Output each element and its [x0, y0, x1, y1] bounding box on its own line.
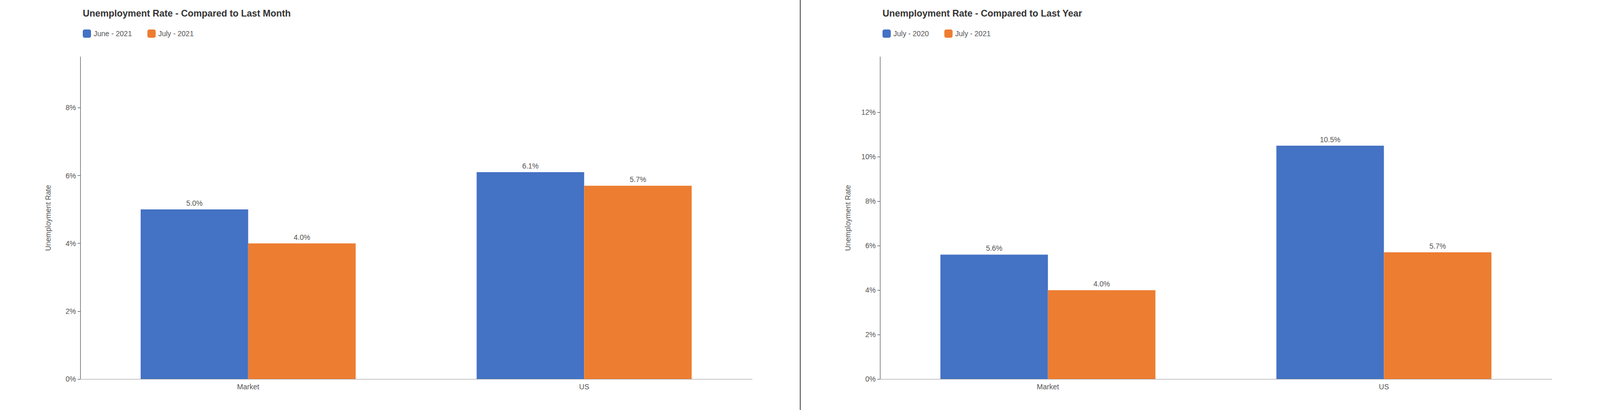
svg-text:July - 2021: July - 2021: [954, 29, 991, 38]
svg-text:5.7%: 5.7%: [629, 175, 647, 184]
svg-text:4%: 4%: [865, 286, 876, 295]
svg-text:Unemployment Rate: Unemployment Rate: [843, 184, 852, 251]
svg-text:July - 2021: July - 2021: [158, 29, 194, 38]
svg-text:0%: 0%: [65, 375, 77, 384]
svg-text:Unemployment Rate - Compared t: Unemployment Rate - Compared to Last Yea…: [882, 8, 1083, 19]
svg-text:Market: Market: [1036, 382, 1059, 392]
svg-text:5.0%: 5.0%: [186, 199, 203, 208]
svg-text:4.0%: 4.0%: [1093, 279, 1111, 289]
svg-text:June - 2021: June - 2021: [93, 29, 132, 38]
svg-text:2%: 2%: [65, 307, 77, 316]
svg-text:4.0%: 4.0%: [293, 233, 311, 242]
svg-text:10%: 10%: [861, 152, 876, 161]
svg-text:6.1%: 6.1%: [521, 161, 539, 171]
svg-text:US: US: [579, 382, 590, 392]
svg-text:12%: 12%: [861, 108, 876, 117]
svg-text:6%: 6%: [65, 171, 77, 181]
svg-text:2%: 2%: [865, 330, 876, 339]
svg-text:Market: Market: [236, 382, 260, 392]
svg-text:0%: 0%: [865, 375, 876, 384]
svg-text:Unemployment Rate: Unemployment Rate: [43, 184, 53, 251]
svg-text:July - 2020: July - 2020: [893, 29, 930, 38]
svg-text:5.6%: 5.6%: [985, 244, 1003, 253]
svg-text:8%: 8%: [865, 197, 876, 206]
svg-text:Unemployment Rate - Compared t: Unemployment Rate - Compared to Last Mon…: [82, 8, 291, 19]
svg-text:5.7%: 5.7%: [1429, 242, 1446, 251]
svg-text:4%: 4%: [65, 239, 77, 248]
svg-text:US: US: [1379, 382, 1389, 392]
svg-text:6%: 6%: [865, 241, 876, 250]
svg-text:8%: 8%: [65, 103, 77, 112]
svg-text:10.5%: 10.5%: [1319, 135, 1341, 144]
